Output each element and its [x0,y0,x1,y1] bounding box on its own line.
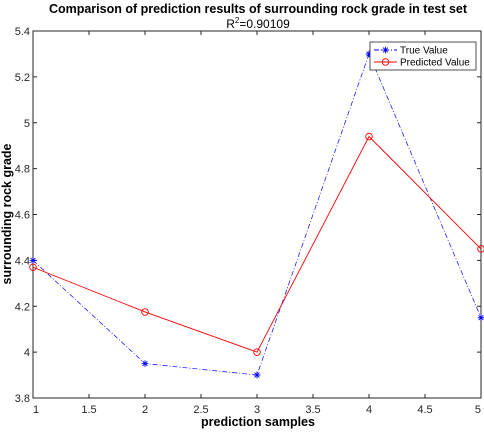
series-1 [29,132,484,356]
data-point [29,256,37,264]
legend-entry: Predicted Value [374,58,470,69]
chart-subtitle: R2=0.90109 [226,16,290,31]
y-axis: 3.8 4 4.2 4.4 4.6 4.8 5 5.2 5.4 [15,26,481,405]
y-tick-label: 4 [24,347,30,359]
data-point [477,245,484,253]
data-point [141,308,149,316]
y-tick-label: 4.6 [15,210,30,222]
subtitle-superscript: 2 [235,16,240,25]
chart-title: Comparison of prediction results of surr… [49,2,468,16]
y-tick-label: 5 [24,118,30,130]
x-tick-label: 2 [142,404,148,416]
x-tick-label: 1.5 [81,404,96,416]
data-point [253,371,261,379]
data-point [253,348,261,356]
x-tick-label: 4 [366,404,372,416]
data-point [365,132,373,141]
y-tick-label: 3.8 [15,393,30,405]
data-point [29,263,37,272]
data-point [477,314,484,322]
plot-area [32,30,482,399]
y-axis-label: surrounding rock grade [0,143,14,284]
x-tick-label: 3 [254,404,260,416]
x-axis: 1 1.5 2 2.5 3 3.5 4 4.5 5 [32,31,482,416]
y-tick-label: 5.2 [15,72,30,84]
x-tick-label: 4.5 [417,404,432,416]
y-tick-label: 4.2 [15,301,30,313]
subtitle-value: =0.90109 [239,17,290,31]
x-axis-label: prediction samples [201,415,315,429]
series-layer [29,50,484,379]
legend-marker [381,58,390,66]
series-0 [29,50,484,379]
legend-label: True Value [400,46,448,57]
legend-marker [382,46,389,54]
x-tick-label: 2.5 [193,404,208,416]
series-line [32,135,482,353]
legend-entry: True Value [374,46,448,57]
legend-box [369,41,477,71]
y-tick-label: 4.8 [15,164,30,176]
subtitle-prefix: R [226,17,235,31]
y-tick-label: 5.4 [15,26,30,38]
legend-label: Predicted Value [400,58,470,69]
y-tick-label: 4.4 [15,255,30,267]
x-tick-label: 1 [33,404,39,416]
data-point [141,360,149,367]
x-tick-label: 5 [475,404,481,416]
x-tick-label: 3.5 [305,404,320,416]
